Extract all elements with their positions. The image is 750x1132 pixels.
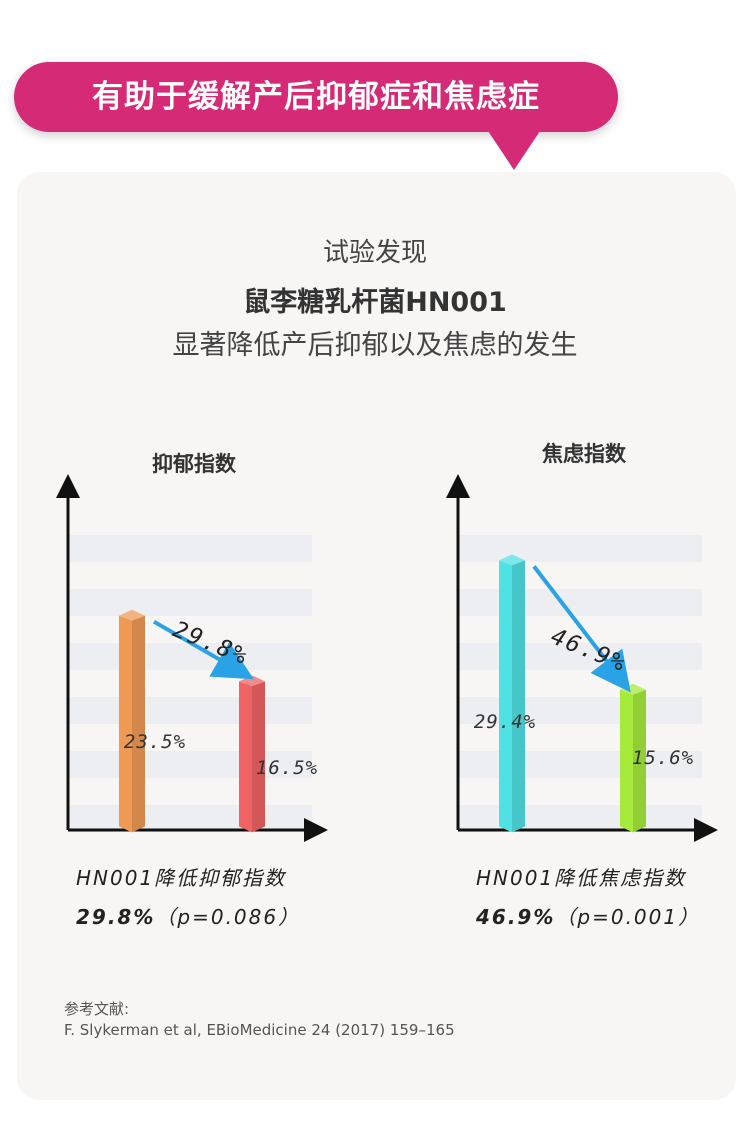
headline-banner: 有助于缓解产后抑郁症和焦虑症 — [14, 62, 618, 170]
bar-control — [119, 609, 145, 833]
bar-face-right — [132, 615, 145, 833]
bar-face-left — [499, 560, 512, 833]
speech-bubble-tail — [486, 128, 542, 170]
grid-band — [69, 589, 312, 616]
bar-top — [499, 554, 525, 566]
grid-band — [69, 697, 312, 724]
chart-anxiety: 29.4%15.6%46.9% — [446, 474, 718, 842]
bar-value-label: 23.5% — [124, 731, 186, 753]
caption-depression-pvalue: （p=0.086） — [155, 905, 301, 929]
bar-face-right — [512, 560, 525, 833]
bar-top — [239, 675, 265, 687]
banner-title: 有助于缓解产后抑郁症和焦虑症 — [92, 79, 540, 115]
chart-title-anxiety: 焦虑指数 — [542, 442, 626, 466]
intro-line-1: 试验发现 — [322, 238, 427, 268]
bar-hn001 — [239, 675, 265, 833]
grid-band — [69, 751, 312, 778]
bar-face-left — [620, 689, 633, 833]
caption-anxiety-pct: 46.9% — [476, 905, 556, 929]
bar-face-right — [633, 689, 646, 833]
caption-anxiety-line1: HN001降低焦虑指数 — [476, 866, 687, 890]
reference-heading: 参考文献: — [64, 1000, 130, 1018]
bar-face-left — [239, 681, 252, 833]
reduction-arrow — [532, 565, 631, 693]
grid-band — [459, 805, 702, 832]
reference-citation: F. Slykerman et al, EBioMedicine 24 (201… — [64, 1021, 455, 1039]
bar-value-label: 29.4% — [474, 711, 536, 733]
grid-band — [69, 535, 312, 562]
bar-face-left — [119, 615, 132, 833]
chart-title-depression: 抑郁指数 — [152, 452, 236, 476]
bar-top — [119, 609, 145, 621]
bar-control — [499, 554, 525, 833]
bar-face-right — [252, 681, 265, 833]
bar-value-label: 16.5% — [256, 757, 318, 779]
caption-depression-pct: 29.8% — [76, 905, 156, 929]
caption-depression-line1: HN001降低抑郁指数 — [76, 866, 287, 890]
caption-depression-line2: 29.8%（p=0.086） — [76, 901, 300, 930]
bar-value-label: 15.6% — [632, 747, 694, 769]
chart-depression: 23.5%16.5%29.8% — [56, 474, 328, 842]
intro-line-3: 显著降低产后抑郁以及焦虑的发生 — [172, 330, 578, 361]
caption-depression: HN001降低抑郁指数 29.8%（p=0.086） — [76, 862, 300, 930]
grid-band — [69, 643, 312, 670]
grid-band — [459, 589, 702, 616]
caption-anxiety-pvalue: （p=0.001） — [555, 905, 701, 929]
caption-anxiety-line2: 46.9%（p=0.001） — [476, 901, 700, 930]
intro-line-2: 鼠李糖乳杆菌HN001 — [243, 287, 507, 318]
grid-band — [459, 535, 702, 562]
reduction-arrow — [153, 619, 254, 680]
grid-band — [69, 805, 312, 832]
caption-anxiety: HN001降低焦虑指数 46.9%（p=0.001） — [476, 862, 700, 930]
bar-hn001 — [620, 683, 646, 833]
